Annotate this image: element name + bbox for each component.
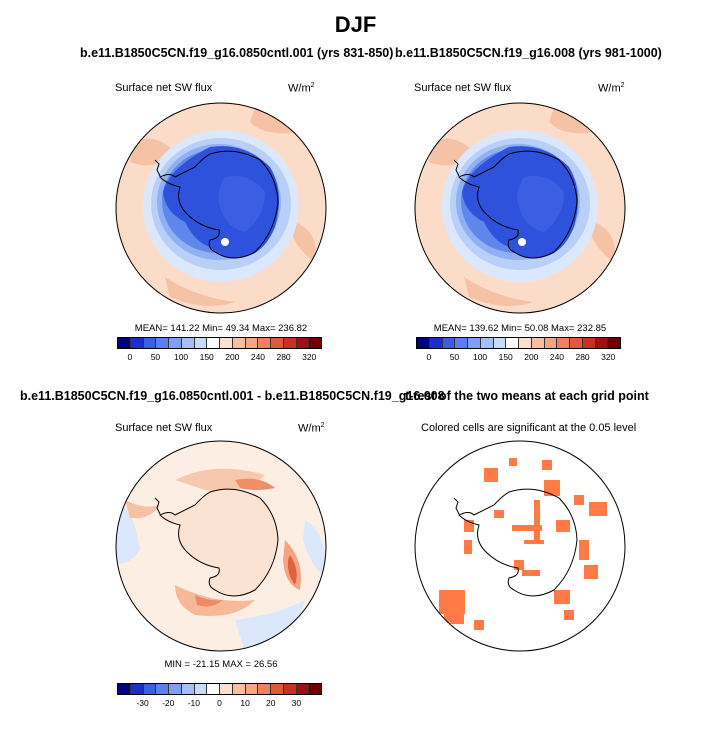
- panel-1-polar-map: [115, 102, 327, 314]
- panel-3-units: W/m2: [298, 422, 325, 435]
- colorbar-tick-label: 150: [498, 352, 513, 362]
- panel-4-subtitle: Colored cells are significant at the 0.0…: [421, 422, 637, 434]
- colorbar-tick-label: 200: [524, 352, 539, 362]
- colorbar-tick-label: 280: [276, 352, 291, 362]
- colorbar-swatch: [156, 338, 169, 348]
- panel-1-stats: MEAN= 141.22 Min= 49.34 Max= 236.82: [134, 323, 308, 334]
- colorbar-swatch: [570, 338, 583, 348]
- colorbar-swatch: [296, 684, 310, 694]
- colorbar-tick-label: 10: [240, 698, 250, 708]
- panel-2-polar-map: [414, 102, 626, 314]
- colorbar-swatch: [480, 338, 494, 348]
- colorbar-swatch: [608, 338, 620, 348]
- colorbar-tick-label: 100: [472, 352, 488, 362]
- panel-3-polar-map: [115, 440, 327, 652]
- colorbar-tick-label: 50: [150, 352, 161, 362]
- colorbar-swatch: [181, 338, 195, 348]
- colorbar-swatch: [232, 684, 246, 694]
- colorbar-swatch: [194, 338, 208, 348]
- panel-2-colorbar: 0 50 100 150 200 240 280 320: [416, 337, 621, 362]
- panel-1-subtitle: Surface net SW flux: [115, 82, 213, 94]
- colorbar-swatch: [417, 338, 430, 348]
- colorbar-tick-label: 0: [426, 352, 432, 362]
- colorbar-swatch: [220, 684, 233, 694]
- colorbar-tick-label: -20: [162, 698, 175, 708]
- colorbar-swatch: [220, 338, 233, 348]
- panel-4-title: t-test of the two means at each grid poi…: [405, 389, 649, 403]
- colorbar-swatch: [271, 338, 284, 348]
- colorbar-swatch: [506, 338, 519, 348]
- colorbar-tick-label: 20: [266, 698, 276, 708]
- colorbar-swatch: [582, 338, 596, 348]
- colorbar-swatch: [595, 338, 609, 348]
- colorbar-swatch: [531, 338, 545, 348]
- panel-3-colorbar: -30 -20 -10 0 10 20 30: [117, 683, 322, 708]
- colorbar-swatch: [429, 338, 443, 348]
- colorbar-tick-label: 200: [225, 352, 240, 362]
- colorbar-tick-label: 240: [250, 352, 266, 362]
- colorbar-swatch: [118, 684, 131, 694]
- colorbar-swatch: [258, 338, 271, 348]
- colorbar-swatch: [296, 338, 310, 348]
- colorbar-swatch: [143, 684, 157, 694]
- colorbar-swatch: [557, 338, 570, 348]
- colorbar-swatch: [169, 338, 182, 348]
- colorbar-swatch: [271, 684, 284, 694]
- panel-2-subtitle: Surface net SW flux: [414, 82, 512, 94]
- colorbar-swatch: [169, 684, 182, 694]
- colorbar-tick-label: 320: [302, 352, 317, 362]
- colorbar-tick-label: 320: [601, 352, 616, 362]
- colorbar-swatch: [283, 338, 297, 348]
- colorbar-swatch: [130, 338, 144, 348]
- colorbar-swatch: [194, 684, 208, 694]
- colorbar-tick-label: 100: [173, 352, 189, 362]
- colorbar-tick-label: 30: [291, 698, 302, 708]
- colorbar-swatch: [118, 338, 131, 348]
- colorbar-swatch: [207, 684, 220, 694]
- colorbar-swatch: [309, 338, 321, 348]
- colorbar-swatch: [156, 684, 169, 694]
- colorbar-tick-label: 50: [449, 352, 460, 362]
- colorbar-swatch: [245, 338, 259, 348]
- colorbar-swatch: [309, 684, 321, 694]
- colorbar-tick-label: 150: [199, 352, 214, 362]
- colorbar-swatch: [245, 684, 259, 694]
- panel-2-title: b.e11.B1850C5CN.f19_g16.008 (yrs 981-100…: [395, 46, 662, 60]
- panel-2-stats: MEAN= 139.62 Min= 50.08 Max= 232.85: [433, 323, 607, 334]
- colorbar-swatch: [519, 338, 532, 348]
- colorbar-tick-label: 0: [127, 352, 133, 362]
- colorbar-swatch: [258, 684, 271, 694]
- colorbar-swatch: [455, 338, 468, 348]
- panel-1-title: b.e11.B1850C5CN.f19_g16.0850cntl.001 (yr…: [80, 46, 394, 60]
- panel-3-title: b.e11.B1850C5CN.f19_g16.0850cntl.001 - b…: [20, 389, 445, 403]
- colorbar-tick-label: -10: [187, 698, 201, 708]
- colorbar-swatch: [143, 338, 157, 348]
- colorbar-tick-label: 280: [575, 352, 590, 362]
- panel-3-subtitle: Surface net SW flux: [115, 422, 213, 434]
- colorbar-swatch: [130, 684, 144, 694]
- panel-3-stats: MIN = -21.15 MAX = 26.56: [164, 659, 278, 670]
- figure-title: DJF: [334, 12, 377, 37]
- colorbar-swatch: [544, 338, 558, 348]
- panel-4-polar-map: [414, 440, 626, 652]
- colorbar-swatch: [468, 338, 481, 348]
- colorbar-swatch: [207, 338, 220, 348]
- colorbar-tick-label: -30: [136, 698, 149, 708]
- colorbar-swatch: [283, 684, 297, 694]
- colorbar-tick-label: 240: [549, 352, 565, 362]
- panel-1-colorbar: 0 50 100 150 200 240 280 320: [117, 337, 322, 362]
- colorbar-tick-label: 0: [217, 698, 222, 708]
- colorbar-swatch: [232, 338, 246, 348]
- colorbar-swatch: [181, 684, 195, 694]
- panel-1-units: W/m2: [288, 82, 315, 95]
- panel-2-units: W/m2: [598, 82, 625, 95]
- colorbar-swatch: [493, 338, 507, 348]
- colorbar-swatch: [442, 338, 456, 348]
